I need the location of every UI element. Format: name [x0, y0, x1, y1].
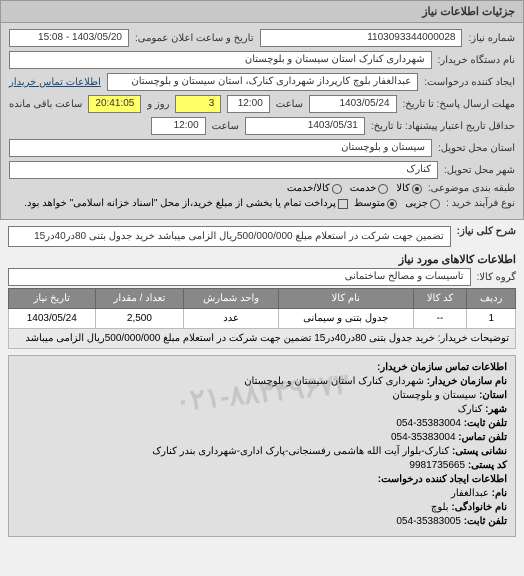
- td-code: --: [413, 309, 467, 329]
- th-name: نام کالا: [278, 289, 413, 309]
- c-phone-label: تلفن ثابت:: [464, 418, 507, 429]
- desc-label: توضیحات خریدار:: [438, 333, 509, 344]
- th-date: تاریخ نیاز: [9, 289, 96, 309]
- th-unit: واحد شمارش: [184, 289, 279, 309]
- days-label: روز و: [147, 99, 169, 110]
- group-label: گروه کالا:: [477, 272, 516, 283]
- radio-partial[interactable]: جزیی: [405, 198, 440, 209]
- radio-goods-label: کالا: [396, 183, 410, 194]
- td-row: 1: [467, 309, 516, 329]
- radio-medium-label: متوسط: [354, 198, 385, 209]
- c-province-label: استان:: [479, 390, 507, 401]
- c-postcode-label: کد پستی:: [468, 460, 507, 471]
- contact-link[interactable]: اطلاعات تماس خریدار: [9, 77, 101, 88]
- days-field: 3: [175, 95, 221, 113]
- buyer-label: نام دستگاه خریدار:: [438, 55, 515, 66]
- td-name: جدول بتنی و سیمانی: [278, 309, 413, 329]
- radio-service[interactable]: خدمت: [350, 183, 389, 194]
- radio-both-label: کالا/خدمت: [287, 183, 330, 194]
- subject-label: شرح کلی نیاز:: [457, 226, 516, 237]
- remain-field: 20:41:05: [88, 95, 141, 113]
- td-qty: 2,500: [95, 309, 184, 329]
- goods-table: ردیف کد کالا نام کالا واحد شمارش تعداد /…: [8, 288, 516, 349]
- c-fax-label: تلفن تماس:: [458, 432, 507, 443]
- req-number-label: شماره نیاز:: [468, 33, 515, 44]
- r-name-label: نام:: [492, 488, 507, 499]
- c-city-label: شهر:: [485, 404, 507, 415]
- radio-dot-icon: [430, 199, 440, 209]
- province-label: استان محل تحویل:: [438, 143, 515, 154]
- deadline-time-label: ساعت: [276, 99, 303, 110]
- remain-label: ساعت باقی مانده: [9, 99, 82, 110]
- r-family-label: نام خانوادگی:: [451, 502, 507, 513]
- c-fax-value: 35383004-054: [391, 432, 456, 443]
- table-header-row: ردیف کد کالا نام کالا واحد شمارش تعداد /…: [9, 289, 516, 309]
- requester-label: ایجاد کننده درخواست:: [424, 77, 515, 88]
- province-field: سیستان و بلوچستان: [9, 139, 432, 157]
- city-label: شهر محل تحویل:: [444, 165, 515, 176]
- th-qty: تعداد / مقدار: [95, 289, 184, 309]
- subject-field: تضمین جهت شرکت در استعلام مبلغ 500/000/0…: [8, 226, 451, 247]
- goods-section-title: اطلاعات کالاهای مورد نیاز: [8, 253, 516, 266]
- city-field: کنارک: [9, 161, 438, 179]
- partial-pay-check[interactable]: پرداخت تمام یا بخشی از مبلغ خرید،از محل …: [24, 198, 348, 209]
- r-name-value: عبدالغفار: [451, 488, 489, 499]
- radio-both[interactable]: کالا/خدمت: [287, 183, 342, 194]
- public-date-field: 1403/05/20 - 15:08: [9, 29, 129, 47]
- deadline-date-field: 1403/05/24: [309, 95, 397, 113]
- r-family-value: بلوچ: [431, 502, 449, 513]
- c-addr-value: کنارک-بلوار آیت الله هاشمی رفسنجانی-پارک…: [152, 446, 449, 457]
- radio-dot-icon: [378, 184, 388, 194]
- buy-type-label: نوع فرآیند خرید :: [446, 198, 515, 209]
- org-value: شهرداری کنارک استان سیستان و بلوچستان: [244, 376, 424, 387]
- th-code: کد کالا: [413, 289, 467, 309]
- r-phone-value: 35383005-054: [396, 516, 461, 527]
- partial-pay-label: پرداخت تمام یا بخشی از مبلغ خرید،از محل …: [24, 198, 336, 209]
- buyer-field: شهرداری کنارک استان سیستان و بلوچستان: [9, 51, 432, 69]
- org-label: نام سازمان خریدار:: [427, 376, 507, 387]
- radio-medium[interactable]: متوسط: [354, 198, 397, 209]
- radio-service-label: خدمت: [350, 183, 377, 194]
- table-row: 1 -- جدول بتنی و سیمانی عدد 2,500 1403/0…: [9, 309, 516, 329]
- req-number-field: 1103093344000028: [260, 29, 463, 47]
- c-addr-label: نشانی پستی:: [452, 446, 507, 457]
- c-city-value: کنارک: [458, 404, 483, 415]
- radio-dot-icon: [412, 184, 422, 194]
- req-header: اطلاعات ایجاد کننده درخواست:: [17, 474, 507, 485]
- c-postcode-value: 9981735665: [409, 460, 465, 471]
- deadline-label: مهلت ارسال پاسخ: تا تاریخ:: [403, 99, 515, 110]
- type-group-label: طبقه بندی موضوعی:: [428, 183, 515, 194]
- table-desc-row: توضیحات خریدار: خرید جدول بتنی 80در40در1…: [9, 329, 516, 349]
- requester-field: عبدالغفار بلوچ کارپرداز شهرداری کنارک، ا…: [107, 73, 418, 91]
- contact-header: اطلاعات تماس سازمان خریدار:: [17, 362, 507, 373]
- th-row: ردیف: [467, 289, 516, 309]
- public-date-label: تاریخ و ساعت اعلان عمومی:: [135, 33, 254, 44]
- deadline-time-field: 12:00: [227, 95, 269, 113]
- radio-dot-icon: [332, 184, 342, 194]
- td-date: 1403/05/24: [9, 309, 96, 329]
- panel-title: جزئیات اطلاعات نیاز: [0, 0, 524, 23]
- desc-text: خرید جدول بتنی 80در40در15 تضمین جهت شرکت…: [25, 333, 435, 344]
- c-phone-value: 35383004-054: [396, 418, 461, 429]
- checkbox-icon: [338, 199, 348, 209]
- form-area: شماره نیاز: 1103093344000028 تاریخ و ساع…: [0, 23, 524, 220]
- type-radio-group: کالا خدمت کالا/خدمت: [287, 183, 422, 194]
- contact-box: ۰۲۱-۸۸۳۴۹۶۷۳ اطلاعات تماس سازمان خریدار:…: [8, 355, 516, 537]
- valid-date-field: 1403/05/31: [245, 117, 365, 135]
- c-province-value: سیستان و بلوچستان: [392, 390, 476, 401]
- buy-radio-group: جزیی متوسط: [354, 198, 440, 209]
- r-phone-label: تلفن ثابت:: [464, 516, 507, 527]
- valid-time-label: ساعت: [212, 121, 239, 132]
- radio-dot-icon: [387, 199, 397, 209]
- radio-partial-label: جزیی: [405, 198, 428, 209]
- td-unit: عدد: [184, 309, 279, 329]
- radio-goods[interactable]: کالا: [396, 183, 422, 194]
- valid-label: حداقل تاریج اعتبار پیشنهاد: تا تاریخ:: [371, 121, 515, 132]
- group-field: تاسیسات و مصالح ساختمانی: [8, 268, 471, 286]
- valid-time-field: 12:00: [151, 117, 206, 135]
